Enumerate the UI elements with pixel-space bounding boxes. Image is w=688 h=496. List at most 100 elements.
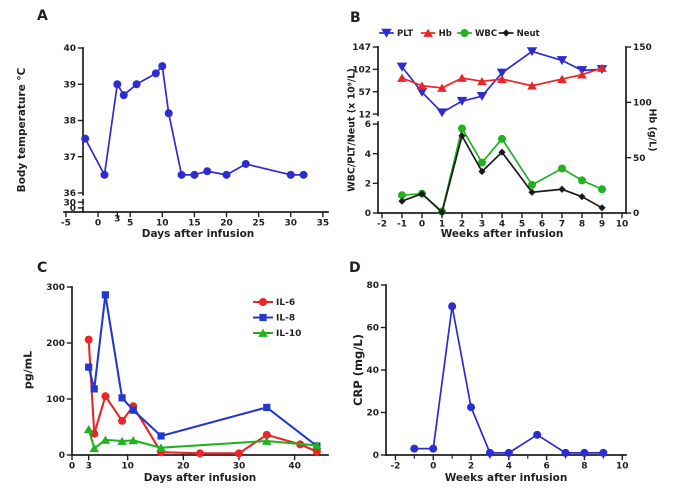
data-point-Neut bbox=[398, 197, 406, 205]
x-tick-label: 2 bbox=[459, 220, 465, 230]
panel-B-chart: -2 -1 0 1 2 3 4 5 6 7 8 9 1014710257126420150100500P… bbox=[352, 28, 652, 230]
data-point-Body temperature bbox=[222, 170, 231, 179]
data-point-Body temperature bbox=[203, 167, 212, 176]
data-point-IL-6 bbox=[118, 416, 127, 425]
data-point-Body temperature bbox=[100, 170, 109, 179]
data-point-PLT bbox=[436, 108, 448, 118]
data-point-Hb bbox=[497, 74, 507, 83]
x-tick-label: 25 bbox=[252, 219, 265, 229]
x-tick-label: 10 bbox=[616, 462, 629, 472]
series-IL-8 bbox=[85, 291, 321, 450]
data-point-IL-10 bbox=[83, 424, 94, 434]
data-point-IL-10 bbox=[100, 435, 111, 444]
y-tick-label: 37 bbox=[63, 153, 76, 163]
panel-D: D CRP (mg/L) Weeks after infusion -2 0 2 4 6… bbox=[344, 248, 688, 496]
legend-label-WBC: WBC bbox=[475, 29, 497, 39]
data-point-PLT bbox=[456, 96, 468, 106]
series-line-Neut bbox=[401, 135, 603, 214]
y-tick-label: 38 bbox=[63, 117, 76, 127]
data-point-Body temperature bbox=[286, 170, 295, 179]
data-point-Body temperature bbox=[190, 170, 199, 179]
data-point-Hb bbox=[527, 81, 537, 90]
y-right-tick-label: 50 bbox=[633, 154, 646, 164]
legend-marker-PLT bbox=[381, 28, 392, 38]
legend-marker-Hb bbox=[423, 28, 433, 37]
legend-marker-IL-10 bbox=[258, 328, 268, 337]
y-tick-label: 40 bbox=[63, 44, 76, 54]
series-Hb bbox=[397, 63, 607, 92]
x-tick-label: 3 bbox=[86, 462, 92, 472]
data-point-IL-10 bbox=[261, 436, 272, 445]
series-IL-10 bbox=[83, 424, 322, 453]
x-tick-label: -1 bbox=[397, 220, 407, 230]
y-tick-label: 0 bbox=[365, 209, 371, 219]
y-tick-label: 0 bbox=[59, 451, 65, 461]
x-tick-label: 8 bbox=[579, 220, 585, 230]
data-point-CRP bbox=[580, 448, 589, 457]
x-tick-label: 0 bbox=[69, 462, 75, 472]
series-line-PLT bbox=[401, 50, 603, 114]
data-point-Neut bbox=[458, 132, 466, 140]
data-point-IL-10 bbox=[89, 443, 100, 453]
series-CRP bbox=[410, 302, 608, 457]
data-point-IL-6 bbox=[101, 392, 110, 401]
y-tick-label: 6 bbox=[365, 120, 371, 130]
series-line-IL-8 bbox=[87, 293, 318, 447]
y-right-tick-label: 100 bbox=[633, 99, 652, 109]
data-point-IL-8 bbox=[263, 403, 271, 411]
data-point-Body temperature bbox=[158, 62, 167, 71]
data-point-Neut bbox=[498, 148, 506, 156]
data-point-Neut bbox=[598, 204, 606, 212]
y-tick-label: 0 bbox=[373, 451, 379, 461]
data-point-IL-8 bbox=[85, 363, 93, 371]
data-point-Body temperature bbox=[113, 80, 122, 89]
y-tick-label: 100 bbox=[46, 395, 65, 405]
data-point-IL-8 bbox=[90, 385, 98, 393]
data-point-Hb bbox=[437, 83, 447, 92]
series-WBC bbox=[398, 124, 606, 216]
x-tick-label: 3 bbox=[114, 215, 120, 225]
panel-D-chart: -2 0 2 4 6 8 10 80 60 40 20 0 bbox=[366, 281, 629, 472]
data-point-Body temperature bbox=[177, 170, 186, 179]
data-point-Body temperature bbox=[299, 170, 308, 179]
data-point-IL-8 bbox=[129, 406, 137, 414]
data-point-Hb bbox=[397, 73, 407, 82]
x-tick-label: 40 bbox=[288, 462, 301, 472]
data-point-IL-10 bbox=[128, 436, 139, 445]
data-point-Body temperature bbox=[119, 91, 128, 100]
y-tick-label: 2 bbox=[365, 180, 371, 190]
data-point-IL-6 bbox=[312, 447, 321, 456]
x-tick-label: 4 bbox=[506, 462, 512, 472]
data-point-Body temperature bbox=[164, 109, 173, 118]
x-tick-label: 4 bbox=[499, 220, 505, 230]
x-tick-label: -5 bbox=[61, 219, 71, 229]
data-point-Neut bbox=[478, 167, 486, 176]
panel-B: B WBC/PLT/Neut (x 10⁹/L) Hb (g/L) Weeks … bbox=[344, 0, 688, 248]
data-point-WBC bbox=[558, 164, 566, 173]
x-tick-label: 30 bbox=[284, 219, 297, 229]
data-point-CRP bbox=[410, 444, 419, 453]
x-tick-label: 0 bbox=[430, 462, 436, 472]
legend-marker-IL-6 bbox=[259, 298, 267, 306]
x-tick-label: 10 bbox=[616, 220, 629, 230]
y-tick-label: 4 bbox=[365, 150, 371, 160]
data-point-PLT bbox=[526, 47, 538, 57]
panel-C-x-axis-label: Days after infusion bbox=[143, 472, 257, 484]
data-point-Body temperature bbox=[241, 159, 250, 168]
data-point-CRP bbox=[599, 448, 608, 457]
x-tick-label: 10 bbox=[121, 462, 134, 472]
data-point-Body temperature bbox=[132, 80, 141, 89]
y-tick-label: 60 bbox=[366, 324, 379, 334]
data-point-PLT bbox=[556, 56, 568, 66]
y-tick-label: 57 bbox=[358, 88, 371, 98]
data-point-IL-6 bbox=[84, 335, 93, 344]
x-tick-label: -2 bbox=[377, 220, 387, 230]
data-point-PLT bbox=[476, 91, 488, 101]
y-tick-label: 20 bbox=[366, 409, 379, 419]
panel-C-chart: 0 3 10 20 30 40 300 200 100 0 IL-6 IL-8 IL-10 bbox=[46, 283, 329, 472]
data-point-IL-10 bbox=[117, 436, 127, 445]
legend-marker-Neut bbox=[502, 29, 510, 37]
data-point-Body temperature bbox=[81, 134, 90, 143]
data-point-CRP bbox=[448, 302, 457, 311]
